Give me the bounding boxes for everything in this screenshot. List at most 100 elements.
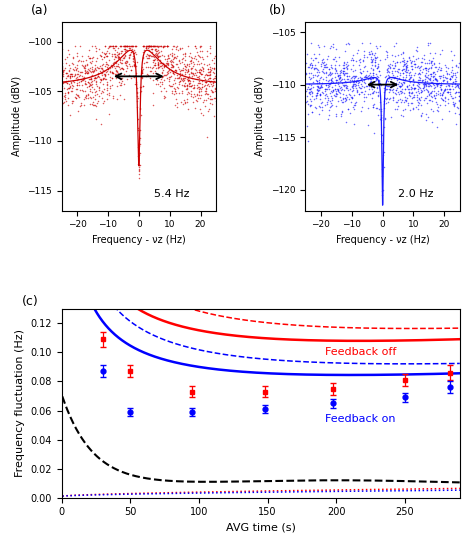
- Point: [428, 78, 435, 87]
- Point: [372, 74, 380, 82]
- Point: [318, 99, 325, 108]
- Point: [169, 42, 177, 51]
- Point: [313, 64, 321, 73]
- Point: [312, 103, 320, 112]
- Point: [306, 60, 314, 68]
- Point: [103, 81, 110, 89]
- Point: [370, 71, 377, 80]
- Point: [201, 60, 208, 69]
- Point: [147, 42, 155, 51]
- Point: [434, 90, 442, 98]
- Point: [408, 88, 415, 97]
- Point: [368, 57, 375, 65]
- Point: [411, 60, 419, 69]
- Point: [447, 85, 454, 94]
- Point: [416, 63, 423, 71]
- Point: [64, 78, 71, 87]
- Point: [208, 82, 216, 90]
- Point: [112, 58, 119, 67]
- Point: [444, 88, 452, 96]
- Point: [179, 100, 186, 108]
- Point: [102, 68, 109, 77]
- Point: [335, 74, 343, 83]
- Point: [426, 81, 433, 89]
- Point: [377, 107, 385, 115]
- Point: [391, 64, 398, 72]
- Point: [418, 57, 426, 66]
- Point: [99, 55, 106, 64]
- Point: [304, 63, 312, 71]
- Point: [154, 70, 162, 78]
- Point: [88, 100, 96, 109]
- Point: [197, 78, 204, 87]
- Point: [65, 50, 73, 58]
- Point: [453, 88, 460, 96]
- Point: [369, 49, 376, 57]
- Point: [66, 69, 74, 78]
- Point: [201, 102, 209, 111]
- Point: [438, 95, 446, 103]
- Point: [117, 65, 124, 74]
- Point: [183, 82, 191, 91]
- Point: [356, 72, 364, 81]
- Point: [374, 81, 382, 89]
- Point: [403, 94, 411, 102]
- Point: [187, 64, 194, 72]
- Point: [333, 85, 341, 94]
- Point: [188, 65, 195, 74]
- Point: [198, 62, 206, 71]
- Point: [409, 51, 416, 60]
- Point: [187, 92, 195, 101]
- Point: [366, 75, 374, 84]
- Point: [433, 67, 441, 76]
- Point: [134, 142, 142, 151]
- Point: [449, 84, 456, 93]
- Point: [139, 68, 146, 77]
- Point: [205, 77, 212, 85]
- Point: [316, 43, 323, 51]
- Point: [154, 47, 161, 55]
- Point: [401, 84, 409, 93]
- Point: [420, 80, 428, 88]
- Point: [106, 72, 114, 81]
- Point: [304, 82, 311, 91]
- Point: [390, 74, 398, 83]
- Point: [199, 97, 207, 106]
- Point: [330, 90, 338, 99]
- Point: [420, 50, 428, 59]
- Point: [190, 70, 197, 78]
- Point: [321, 90, 329, 99]
- Point: [339, 94, 346, 103]
- Point: [305, 68, 313, 77]
- Point: [140, 42, 147, 51]
- Point: [152, 44, 160, 53]
- Point: [394, 65, 402, 74]
- Point: [143, 43, 150, 52]
- Point: [94, 71, 101, 80]
- Point: [394, 80, 401, 89]
- Point: [211, 87, 219, 95]
- Point: [407, 58, 415, 67]
- Point: [410, 60, 418, 69]
- Point: [355, 78, 363, 87]
- Point: [446, 75, 454, 83]
- Point: [134, 160, 142, 168]
- Point: [328, 77, 335, 86]
- Point: [210, 112, 218, 121]
- Point: [185, 78, 193, 87]
- Point: [337, 111, 345, 120]
- Point: [146, 42, 154, 51]
- Point: [190, 68, 197, 77]
- Point: [130, 48, 137, 57]
- Point: [401, 57, 408, 66]
- Point: [304, 85, 311, 94]
- Point: [400, 98, 408, 107]
- Point: [404, 61, 411, 69]
- Point: [212, 96, 219, 105]
- Point: [99, 65, 107, 74]
- Point: [350, 104, 358, 113]
- Point: [169, 67, 176, 75]
- Point: [131, 80, 139, 89]
- Point: [374, 62, 382, 71]
- Point: [173, 60, 181, 68]
